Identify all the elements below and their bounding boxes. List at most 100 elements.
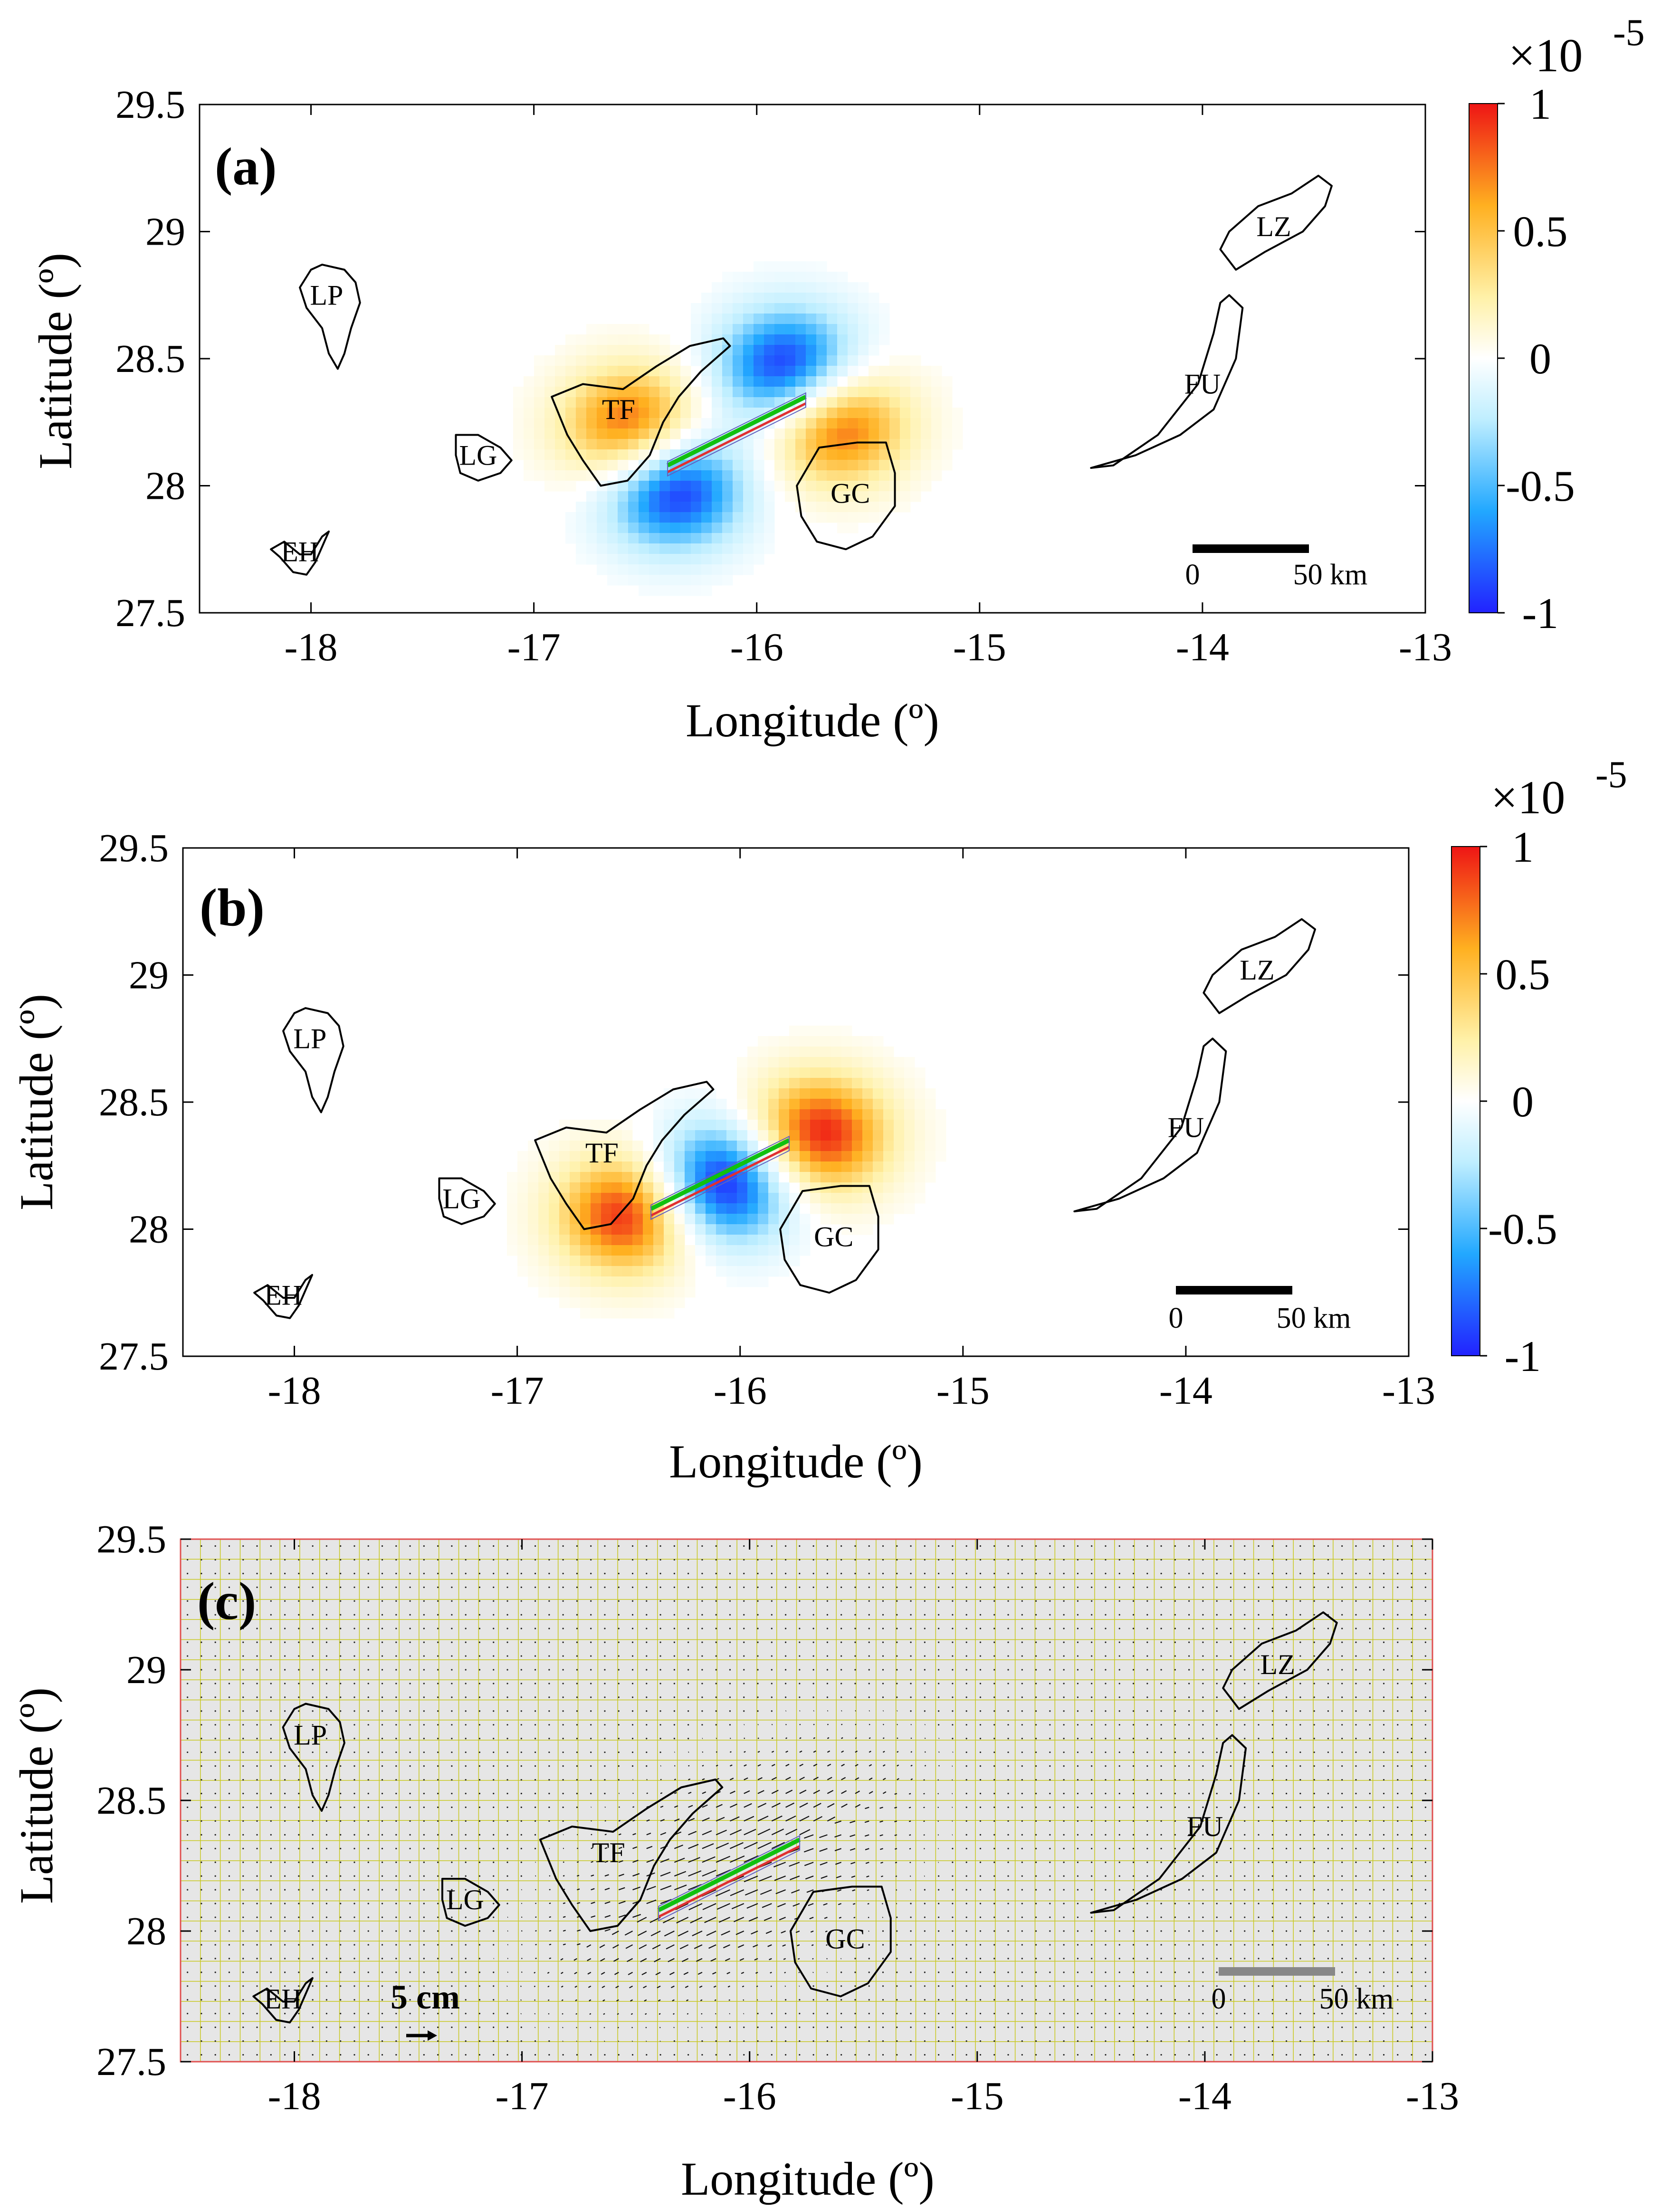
vector-dot (1258, 1930, 1260, 1932)
field-cell (764, 491, 775, 502)
vector-dot (520, 1614, 522, 1616)
vector-dot (993, 1765, 995, 1767)
vector-arrow (764, 1917, 772, 1921)
field-cell (507, 1245, 518, 1256)
vector-dot (1146, 1958, 1148, 1960)
field-cell (785, 345, 796, 356)
vector-dot (284, 1572, 286, 1574)
vector-dot (1313, 2027, 1315, 2028)
field-cell (827, 428, 838, 439)
field-cell (904, 1172, 915, 1183)
vector-dot (256, 1738, 258, 1740)
vector-arrow (604, 1887, 610, 1891)
vector-arrow (865, 1862, 869, 1864)
vector-dot (1077, 1930, 1079, 1932)
vector-arrow (866, 1875, 869, 1878)
vector-dot (214, 1586, 216, 1588)
field-cell (722, 554, 733, 565)
field-cell (691, 314, 702, 324)
vector-dot (784, 1600, 787, 1602)
vector-arrow (834, 1820, 842, 1824)
field-cell (852, 1161, 863, 1172)
field-cell (858, 324, 869, 335)
field-cell (848, 460, 859, 471)
vector-dot (423, 1696, 425, 1698)
vector-dot (1007, 2054, 1009, 2056)
field-cell (513, 428, 524, 439)
vector-dot (340, 1834, 342, 1836)
vector-arrow (638, 1931, 647, 1936)
vector-dot (784, 2054, 787, 2056)
vector-dot (938, 1889, 940, 1891)
vector-dot (187, 1792, 189, 1795)
vector-dot (534, 1696, 536, 1698)
vector-dot (701, 1683, 703, 1685)
vector-dot (340, 1999, 342, 2001)
vector-dot (1244, 1572, 1246, 1574)
vector-dot (367, 2013, 369, 2015)
vector-dot (367, 1751, 369, 1753)
field-cell (841, 1088, 852, 1099)
field-cell (544, 376, 555, 387)
field-cell (768, 1099, 779, 1110)
vector-dot (1146, 1669, 1148, 1671)
vector-dot (1244, 1779, 1246, 1781)
vector-dot (367, 1779, 369, 1781)
colorbar-tick-label: 1 (1529, 80, 1551, 128)
vector-dot (187, 1545, 189, 1547)
field-cell (622, 1224, 633, 1235)
vector-dot (1035, 1614, 1037, 1616)
vector-dot (1035, 1861, 1037, 1863)
vector-dot (1105, 1627, 1107, 1629)
vector-dot (604, 1724, 606, 1726)
vector-arrow (659, 2027, 661, 2028)
vector-dot (437, 1847, 439, 1849)
vector-dot (1091, 1779, 1093, 1781)
vector-dot (1327, 2013, 1329, 2015)
vector-dot (284, 1971, 286, 1973)
vector-dot (1230, 2013, 1232, 2015)
field-cell (743, 470, 754, 481)
field-cell (680, 366, 691, 377)
vector-dot (1077, 2040, 1079, 2042)
vector-dot (242, 2013, 244, 2015)
vector-dot (854, 1985, 856, 1987)
vector-dot (1063, 1944, 1065, 1946)
vector-dot (1174, 1903, 1176, 1904)
vector-dot (200, 1545, 202, 1547)
colorbar-tick-label: -1 (1522, 589, 1559, 638)
field-cell (800, 1193, 811, 1204)
vector-dot (548, 1586, 550, 1588)
vector-dot (409, 1669, 411, 1671)
vector-dot (187, 1779, 189, 1781)
vector-dot (924, 1985, 926, 1987)
vector-dot (1105, 2040, 1107, 2042)
field-cell (869, 512, 879, 523)
vector-dot (562, 1683, 564, 1685)
field-cell (915, 1130, 926, 1141)
vector-dot (771, 2027, 773, 2028)
vector-dot (1244, 1889, 1246, 1891)
vector-dot (757, 1600, 759, 1602)
island-label-lz: LZ (1256, 211, 1291, 242)
field-cell (555, 439, 566, 450)
vector-dot (478, 1971, 481, 1973)
field-cell (611, 1235, 622, 1246)
vector-dot (367, 1792, 369, 1795)
field-cell (764, 523, 775, 533)
vector-dot (1146, 1875, 1148, 1877)
field-cell (743, 408, 754, 419)
field-cell (517, 1224, 528, 1235)
vector-dot (1327, 1958, 1329, 1960)
vector-dot (1244, 1875, 1246, 1877)
vector-dot (353, 1971, 355, 1973)
vector-dot (1271, 1669, 1273, 1671)
field-cell (576, 334, 587, 345)
field-cell (785, 355, 796, 366)
vector-arrow (611, 1931, 619, 1935)
vector-dot (534, 1600, 536, 1602)
field-cell (649, 481, 660, 492)
vector-arrow (688, 1778, 691, 1780)
field-cell (827, 502, 838, 513)
